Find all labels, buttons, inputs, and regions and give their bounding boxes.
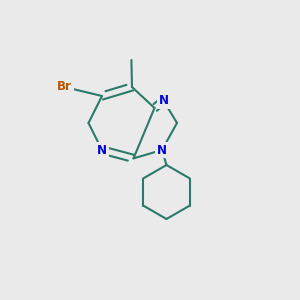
Text: N: N bbox=[158, 94, 169, 107]
Text: N: N bbox=[97, 143, 107, 157]
Text: N: N bbox=[157, 143, 167, 157]
Text: Br: Br bbox=[57, 80, 72, 94]
